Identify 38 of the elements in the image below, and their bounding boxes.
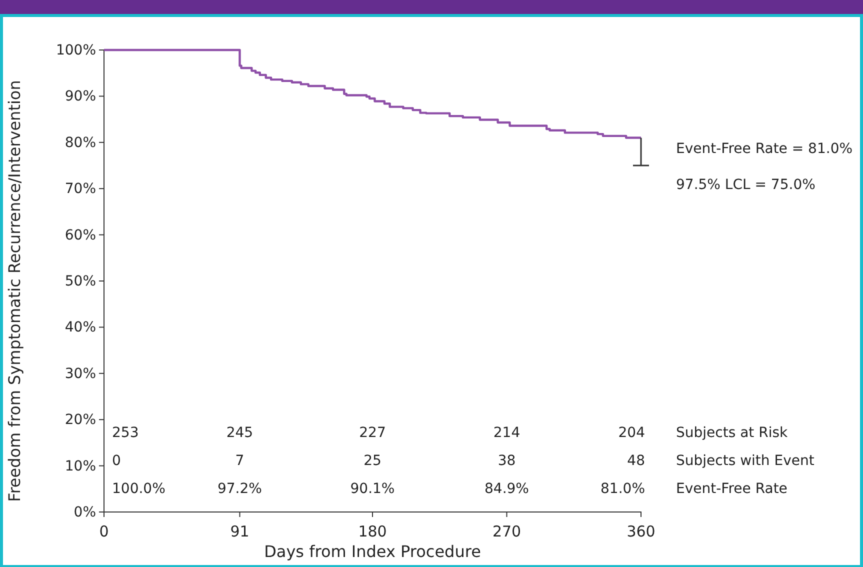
annotation: 25 xyxy=(364,453,382,469)
x-tick-label: 270 xyxy=(492,522,522,540)
annotation: 204 xyxy=(618,425,646,441)
annotation: 81.0% xyxy=(600,481,645,497)
x-axis-title: Days from Index Procedure xyxy=(264,542,481,561)
y-tick-label: 20% xyxy=(64,412,96,428)
annotation: 214 xyxy=(493,425,520,441)
annotation: 38 xyxy=(498,453,516,469)
annotation: 227 xyxy=(359,425,386,441)
text: Event-Free Rate = 81.0% xyxy=(676,141,853,157)
x-tick-label: 0 xyxy=(99,522,109,540)
annotation: 100.0% xyxy=(112,481,166,497)
y-tick-label: 0% xyxy=(74,504,96,520)
x-tick-label: 360 xyxy=(626,522,656,540)
y-tick-label: 70% xyxy=(64,181,96,198)
annotation: 90.1% xyxy=(350,481,395,497)
text: Subjects at Risk xyxy=(676,425,789,441)
text: Subjects with Event xyxy=(676,453,815,469)
y-tick-label: 30% xyxy=(64,366,96,382)
x-tick-label: 91 xyxy=(230,522,250,540)
annotation: 97.2% xyxy=(218,481,262,497)
x-tick-label: 180 xyxy=(358,522,387,540)
text: Event-Free Rate xyxy=(676,481,788,497)
y-axis-title: Freedom from Symptomatic Recurrence/Intervention xyxy=(5,80,24,502)
y-tick-label: 10% xyxy=(64,458,96,474)
annotation: 48 xyxy=(627,453,645,469)
y-tick-label: 100% xyxy=(56,42,96,58)
annotation: 84.9% xyxy=(484,481,529,497)
annotation: 7 xyxy=(235,453,244,469)
annotation: 0 xyxy=(112,453,121,469)
y-tick-label: 50% xyxy=(64,273,96,290)
y-tick-label: 60% xyxy=(64,227,96,244)
y-tick-label: 80% xyxy=(64,134,96,151)
annotation: 245 xyxy=(226,425,254,441)
annotation: 253 xyxy=(112,425,139,441)
y-tick-label: 40% xyxy=(64,320,96,336)
text: 97.5% LCL = 75.0% xyxy=(676,177,816,193)
y-tick-label: 90% xyxy=(64,88,96,105)
